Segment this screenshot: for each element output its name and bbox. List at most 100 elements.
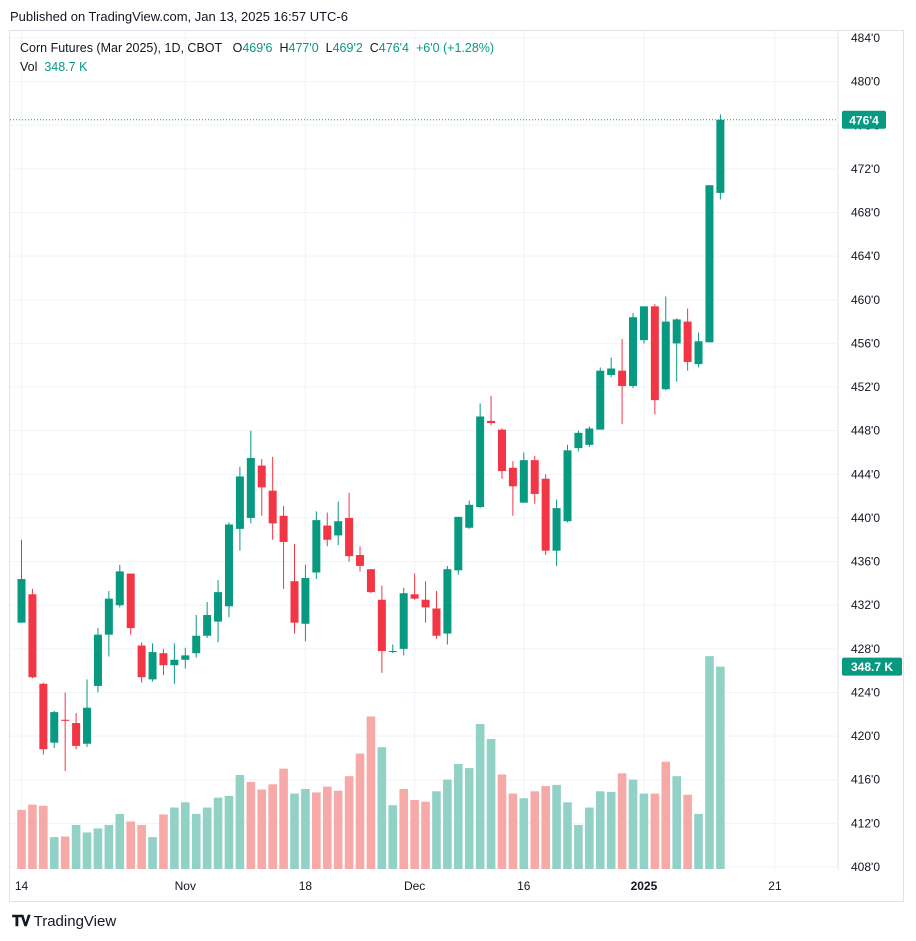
candle: [17, 539, 26, 623]
candle-body: [28, 594, 37, 678]
candle: [629, 312, 638, 389]
candle-body: [268, 490, 277, 524]
candle-body: [497, 429, 506, 472]
candle-body: [694, 341, 703, 365]
y-tick-label: 408'0: [851, 860, 880, 874]
tradingview-logo-icon: 𝐓𝐕: [12, 913, 31, 930]
volume-bar: [301, 788, 310, 869]
volume-bar: [191, 813, 201, 869]
legend-open-value: 469'6: [242, 41, 273, 55]
candle: [356, 546, 365, 572]
candle: [104, 591, 113, 657]
candle-body: [126, 573, 135, 629]
candle: [672, 318, 681, 382]
y-tick-label: 444'0: [851, 467, 880, 481]
axis-layer: 484'0480'0476'0472'0468'0464'0460'0456'0…: [10, 31, 902, 893]
volume-bar: [93, 828, 103, 869]
volume-bar: [290, 793, 299, 869]
candle: [388, 644, 397, 654]
volume-bar: [530, 791, 540, 869]
volume-bar: [137, 824, 146, 869]
candle-body: [93, 634, 102, 686]
volume-bar: [355, 753, 365, 869]
legend-low-label: L: [325, 41, 333, 55]
candle: [519, 452, 528, 503]
candle-body: [246, 457, 255, 518]
candle: [126, 573, 135, 635]
chart-legend[interactable]: Corn Futures (Mar 2025), 1D, CBOT O469'6…: [20, 39, 494, 77]
volume-bar: [464, 768, 474, 869]
legend-symbol: Corn Futures (Mar 2025), 1D, CBOT: [20, 41, 223, 55]
volume-bar: [617, 773, 627, 869]
svg-text:348.7 K: 348.7 K: [851, 660, 893, 674]
volume-bar: [585, 807, 594, 869]
candle: [487, 395, 496, 426]
volume-bar: [475, 724, 485, 869]
candle-body: [487, 420, 496, 424]
candle: [148, 643, 157, 682]
tradingview-logo-text: TradingView: [33, 913, 117, 930]
candle: [650, 304, 659, 415]
volume-bar: [563, 802, 572, 869]
volume-bar: [28, 804, 37, 869]
legend-volume-value: 348.7 K: [44, 60, 88, 74]
volume-bar: [628, 779, 638, 869]
volume-bar: [39, 805, 48, 869]
x-tick-label: 21: [768, 879, 782, 893]
candle: [618, 339, 627, 425]
candle: [39, 682, 48, 755]
candle-body: [585, 428, 594, 445]
candle: [443, 565, 452, 645]
x-tick-label: Dec: [404, 879, 425, 893]
candle: [410, 573, 419, 600]
candle-body: [596, 370, 605, 430]
candle: [454, 516, 463, 575]
volume-bar: [552, 784, 561, 869]
candle-body: [421, 599, 430, 608]
tradingview-logo[interactable]: 𝐓𝐕 TradingView: [12, 913, 116, 930]
volume-bar: [672, 776, 681, 869]
candle: [432, 591, 441, 640]
candle-body: [432, 608, 441, 636]
candle: [574, 430, 583, 452]
volume-bar: [148, 837, 157, 869]
published-caption: Published on TradingView.com, Jan 13, 20…: [10, 9, 348, 24]
candle-body: [235, 476, 244, 529]
y-tick-label: 480'0: [851, 75, 880, 89]
y-tick-label: 452'0: [851, 380, 880, 394]
candle: [716, 114, 725, 200]
volume-bar: [574, 824, 583, 869]
volume-bar: [82, 832, 92, 869]
volume-bar: [279, 768, 288, 869]
last-volume-label: 348.7 K: [842, 657, 902, 676]
candle: [115, 564, 124, 608]
volume-bar: [694, 813, 703, 869]
candle-body: [61, 719, 70, 721]
volume-bar: [17, 809, 26, 869]
candle-body: [301, 577, 310, 624]
volume-bar: [246, 782, 256, 869]
candle: [585, 426, 594, 448]
volume-layer: [17, 656, 725, 869]
candle-body: [181, 655, 190, 660]
candle-body: [17, 579, 26, 623]
y-tick-label: 412'0: [851, 816, 880, 830]
candle-body: [137, 645, 146, 678]
y-tick-label: 448'0: [851, 424, 880, 438]
candle: [694, 332, 703, 368]
volume-bar: [312, 792, 321, 869]
volume-bar: [650, 793, 660, 869]
volume-bar: [202, 807, 212, 869]
legend-high-value: 477'0: [288, 41, 319, 55]
candle-body: [607, 368, 616, 376]
candle-body: [574, 432, 583, 449]
candle: [377, 585, 386, 673]
volume-bar: [399, 788, 408, 869]
candle-body: [257, 465, 266, 488]
volume-bar: [115, 813, 125, 869]
candle-body: [661, 321, 670, 390]
last-price-label: 476'4: [842, 110, 886, 129]
candle: [323, 512, 332, 547]
candle: [366, 569, 375, 594]
